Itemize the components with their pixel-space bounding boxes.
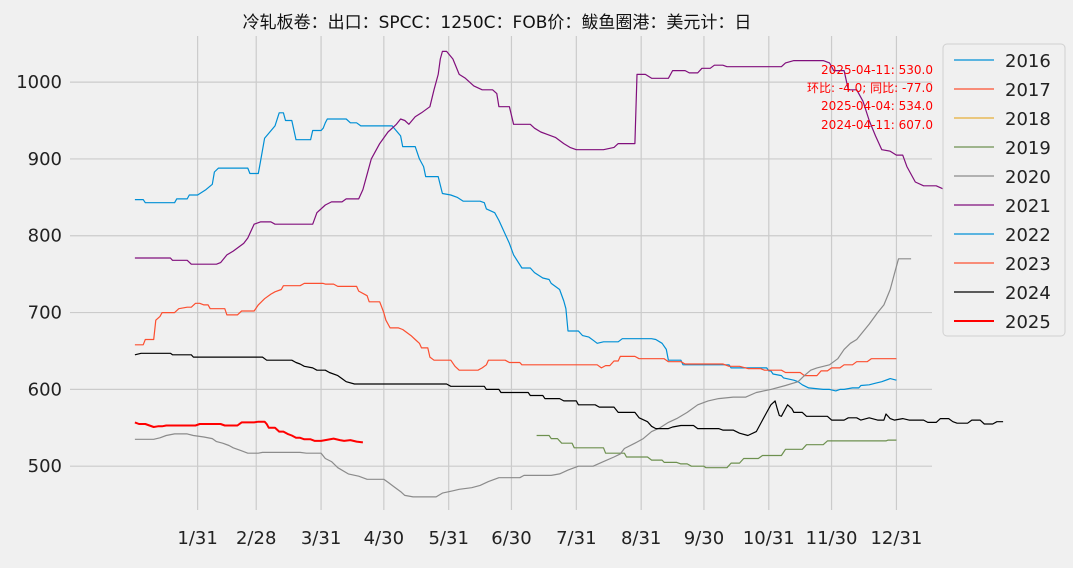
x-tick-label: 6/30 bbox=[491, 528, 531, 549]
legend-label-2020: 2020 bbox=[1005, 167, 1051, 188]
annotation-prev-week: 2025-04-04: 534.0 bbox=[821, 99, 933, 113]
series-line-2021 bbox=[134, 50, 1004, 265]
annotation-latest: 2025-04-11: 530.0 bbox=[821, 63, 933, 77]
x-tick-label: 10/31 bbox=[743, 528, 795, 549]
y-tick-label: 900 bbox=[28, 149, 62, 170]
x-tick-label: 2/28 bbox=[236, 528, 276, 549]
annotation-prev-year: 2024-04-11: 607.0 bbox=[821, 118, 933, 132]
legend-label-2017: 2017 bbox=[1005, 80, 1051, 101]
series-line-2024 bbox=[134, 352, 1004, 437]
legend-label-2021: 2021 bbox=[1005, 196, 1051, 217]
legend: 2016 2017 2018 2019 2020 2021 2022 2023 2024 2025 bbox=[942, 43, 1066, 337]
x-tick-label: 1/31 bbox=[177, 528, 217, 549]
y-tick-label: 700 bbox=[28, 303, 62, 324]
series-line-2019 bbox=[536, 434, 897, 469]
x-tick-label: 11/30 bbox=[806, 528, 858, 549]
legend-label-2016: 2016 bbox=[1005, 51, 1051, 72]
series-line-2017 bbox=[134, 282, 897, 377]
x-tick-label: 9/30 bbox=[684, 528, 724, 549]
legend-label-2024: 2024 bbox=[1005, 283, 1051, 304]
y-tick-label: 600 bbox=[28, 379, 62, 400]
chart-title: 冷轧板卷：出口：SPCC：1250C：FOB价：鲅鱼圈港：美元计：日 bbox=[243, 13, 752, 33]
annotations: 2025-04-11: 530.0 环比: -4.0; 同比: -77.0 20… bbox=[807, 63, 933, 132]
series-line-2016 bbox=[134, 112, 897, 392]
legend-label-2019: 2019 bbox=[1005, 138, 1051, 159]
annotation-change: 环比: -4.0; 同比: -77.0 bbox=[807, 81, 933, 95]
axes: 500 600 700 800 900 1000 1/31 2/28 3/31 4/30 5/31 6… bbox=[16, 72, 922, 549]
legend-label-2018: 2018 bbox=[1005, 109, 1051, 130]
x-tick-label: 4/30 bbox=[364, 528, 404, 549]
legend-label-2023: 2023 bbox=[1005, 254, 1051, 275]
series-line-2025 bbox=[134, 420, 364, 444]
x-tick-label: 12/31 bbox=[870, 528, 922, 549]
legend-label-2025: 2025 bbox=[1005, 312, 1051, 333]
x-tick-label: 8/31 bbox=[621, 528, 661, 549]
x-tick-label: 5/31 bbox=[428, 528, 468, 549]
series-line-2020 bbox=[134, 258, 912, 498]
y-tick-label: 1000 bbox=[16, 72, 62, 93]
y-tick-label: 500 bbox=[28, 456, 62, 477]
series-layer bbox=[134, 50, 1004, 498]
legend-label-2022: 2022 bbox=[1005, 225, 1051, 246]
x-tick-label: 3/31 bbox=[301, 528, 341, 549]
y-tick-label: 800 bbox=[28, 226, 62, 247]
x-tick-label: 7/31 bbox=[556, 528, 596, 549]
